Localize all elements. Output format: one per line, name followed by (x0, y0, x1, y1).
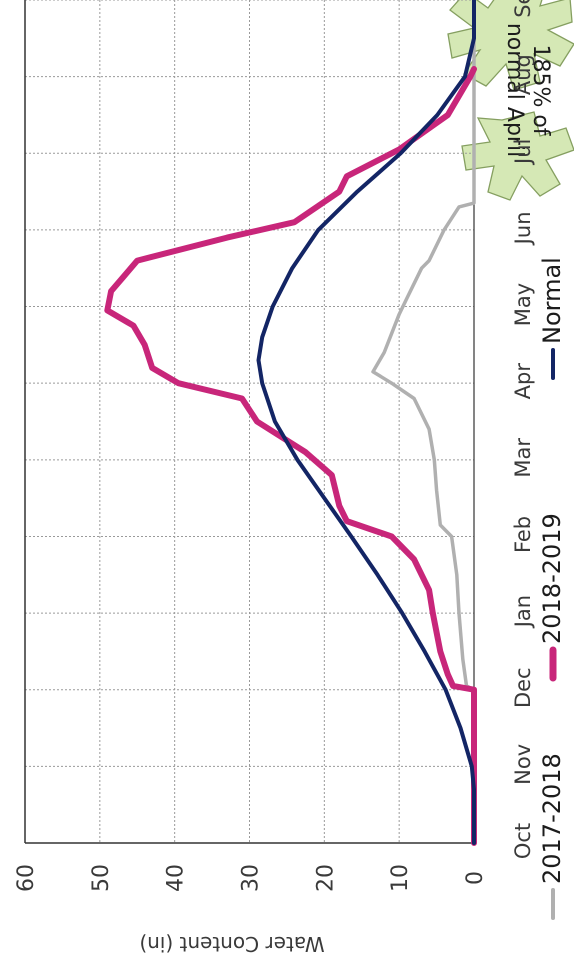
y-tick-label: 30 (239, 864, 264, 892)
legend-label: 2017-2018 (538, 753, 566, 884)
x-tick-label: Jul (511, 139, 535, 166)
x-tick-label: Mar (511, 438, 535, 478)
y-tick-label: 60 (14, 864, 39, 892)
y-tick-labels: 0 10 20 30 40 50 60 (14, 864, 488, 892)
x-tick-label: Sep (511, 0, 535, 18)
x-tick-label: Nov (511, 744, 535, 785)
legend-label: Normal (538, 257, 566, 344)
y-tick-label: 0 (463, 871, 488, 885)
x-tick-label: Feb (511, 516, 535, 553)
series-lines (104, 0, 477, 846)
series-line-2 (104, 66, 477, 846)
y-tick-label: 50 (89, 864, 114, 892)
y-axis-label: Water Content (in) (139, 932, 324, 956)
annotation-line-2: normal April (502, 23, 527, 157)
legend-label: 2018-2019 (538, 513, 566, 644)
x-tick-label: May (511, 283, 535, 326)
grid-lines (25, 0, 474, 843)
series-line-3 (256, 0, 476, 845)
x-tick-label: Jan (511, 595, 535, 629)
y-tick-label: 20 (313, 864, 338, 892)
snowflake-icon (447, 0, 574, 201)
legend: 2017-2018 2018-2019 Normal (538, 257, 566, 920)
x-tick-label: Dec (511, 667, 535, 708)
legend-item: Normal (538, 257, 566, 380)
x-tick-label: Aug (511, 54, 535, 95)
y-tick-label: 10 (388, 864, 413, 892)
annotation-line-1: 185% of (528, 44, 553, 136)
y-tick-label: 40 (164, 864, 189, 892)
series-line-1 (371, 0, 476, 845)
x-tick-label: Oct (511, 823, 535, 859)
x-tick-labels: Oct Nov Dec Jan Feb Mar Apr May Jun Jul Aug Sep (511, 0, 535, 859)
x-tick-label: Jun (511, 212, 535, 247)
legend-item: 2017-2018 (538, 753, 566, 920)
legend-item: 2018-2019 (538, 513, 566, 682)
x-tick-label: Apr (511, 363, 535, 400)
